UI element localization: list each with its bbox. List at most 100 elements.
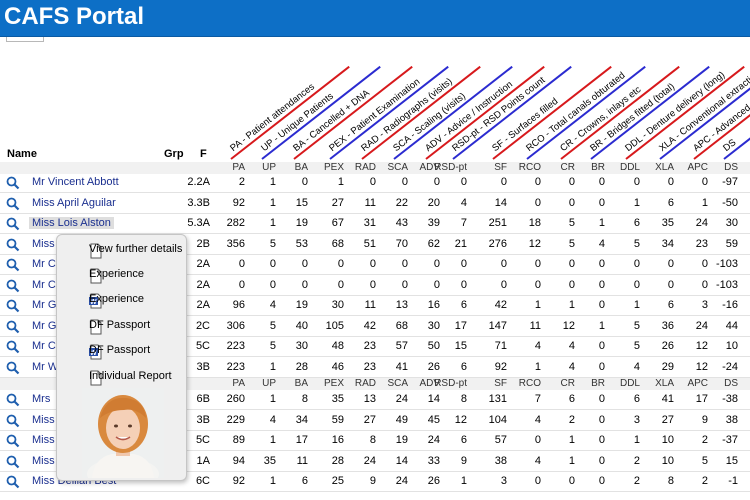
column-header-sca[interactable]: SCA (387, 378, 408, 389)
column-header-pa[interactable]: PA (232, 378, 245, 389)
magnifier-icon[interactable] (6, 217, 20, 231)
value-cell-ddl: 3 (633, 413, 640, 426)
value-cell-rco: 0 (534, 475, 541, 487)
value-cell-sca: 41 (395, 360, 408, 373)
value-cell-ba: 15 (295, 196, 308, 209)
popup-item-view-further-details[interactable]: View further details (71, 240, 186, 260)
column-header-rco[interactable]: RCO (518, 162, 541, 173)
magnifier-icon[interactable] (6, 414, 20, 428)
magnifier-icon[interactable] (6, 434, 20, 448)
grp-column-header[interactable]: Grp (164, 148, 184, 160)
popup-item-df-passport[interactable]: DF Passport (71, 316, 186, 336)
value-cell-rad: 42 (363, 319, 376, 332)
student-name-link[interactable]: Mr G (32, 319, 57, 332)
group-cell: 3.3B (187, 196, 210, 209)
magnifier-icon[interactable] (6, 197, 20, 211)
value-cell-adv: 26 (427, 360, 440, 373)
column-header-adv[interactable]: ADV (419, 162, 440, 173)
magnifier-icon[interactable] (6, 455, 20, 469)
header-tab-button[interactable] (6, 37, 44, 42)
value-cell-adv: 62 (427, 237, 440, 250)
column-header-xla[interactable]: XLA (655, 378, 674, 389)
column-header-ddl[interactable]: DDL (619, 378, 640, 389)
magnifier-icon[interactable] (6, 299, 20, 313)
magnifier-icon[interactable] (6, 320, 20, 334)
popup-item-df-passport[interactable]: W DF Passport (71, 341, 186, 361)
table-row: Miss Lois Alston 5.3A 282 1 19 67 31 43 39 7 251 18… (0, 214, 750, 234)
f-column-header[interactable]: F (200, 148, 207, 160)
column-header-sf[interactable]: SF (494, 162, 507, 173)
student-name-link[interactable]: Mr C (32, 340, 56, 352)
column-header-cr[interactable]: CR (560, 378, 575, 389)
column-header-ba[interactable]: BA (294, 378, 308, 389)
student-name-link[interactable]: Miss (32, 237, 55, 250)
student-name-link[interactable]: Mrs (32, 393, 51, 405)
student-name-link[interactable]: Mr G (32, 299, 57, 311)
magnifier-icon[interactable] (6, 279, 20, 293)
column-header-ds[interactable]: DS (724, 378, 738, 389)
column-header-up[interactable]: UP (262, 162, 276, 173)
column-header-rco[interactable]: RCO (518, 378, 541, 389)
value-cell-rad: 23 (363, 340, 376, 352)
column-header-apc[interactable]: APC (687, 378, 708, 389)
value-cell-up: 5 (269, 237, 276, 250)
column-header-pa[interactable]: PA (232, 162, 245, 173)
group-cell: 2.2A (187, 176, 210, 188)
value-cell-rsd-pt: 15 (454, 340, 467, 352)
column-header-adv[interactable]: ADV (419, 378, 440, 389)
popup-item-experience[interactable]: Experience (71, 265, 186, 285)
student-name-link[interactable]: Mr C (32, 258, 56, 270)
student-photo (82, 388, 164, 478)
group-cell: 5.3A (187, 217, 210, 229)
value-cell-pa: 0 (238, 278, 245, 291)
value-cell-cr: 6 (568, 393, 575, 405)
value-cell-pex: 16 (331, 434, 344, 446)
popup-item-individual-report[interactable]: Individual Report (71, 367, 186, 387)
value-cell-br: 0 (598, 454, 605, 467)
column-header-ds[interactable]: DS (724, 162, 738, 173)
value-cell-pa: 96 (232, 299, 245, 311)
magnifier-icon[interactable] (6, 361, 20, 375)
value-cell-cr: 0 (568, 196, 575, 209)
name-column-header[interactable]: Name (7, 148, 37, 160)
magnifier-icon[interactable] (6, 176, 20, 190)
column-header-br[interactable]: BR (591, 378, 605, 389)
column-header-ba[interactable]: BA (294, 162, 308, 173)
magnifier-icon[interactable] (6, 475, 20, 489)
value-cell-ba: 28 (295, 360, 308, 373)
magnifier-icon[interactable] (6, 238, 20, 252)
magnifier-icon[interactable] (6, 340, 20, 354)
value-cell-adv: 16 (427, 299, 440, 311)
column-header-xla[interactable]: XLA (655, 162, 674, 173)
student-name-link[interactable]: Mr W (32, 360, 59, 373)
column-header-pex[interactable]: PEX (323, 378, 344, 389)
popup-item-experience[interactable]: W Experience (71, 290, 186, 310)
student-name-link[interactable]: Mr C (32, 278, 56, 291)
student-name-link[interactable]: Miss (32, 434, 55, 446)
value-cell-ds: -103 (715, 278, 738, 291)
value-cell-rsd-pt: 8 (460, 393, 467, 405)
column-header-sca[interactable]: SCA (387, 162, 408, 173)
column-header-ddl[interactable]: DDL (619, 162, 640, 173)
column-header-rsd-pt[interactable]: RSD-pt (434, 378, 467, 389)
student-name-link[interactable]: Mr Vincent Abbott (32, 176, 119, 188)
column-header-up[interactable]: UP (262, 378, 276, 389)
column-header-rsd-pt[interactable]: RSD-pt (434, 162, 467, 173)
student-name-link[interactable]: Miss Lois Alston (29, 217, 114, 229)
value-cell-ddl: 0 (633, 278, 640, 291)
column-header-sf[interactable]: SF (494, 378, 507, 389)
column-header-br[interactable]: BR (591, 162, 605, 173)
column-header-apc[interactable]: APC (687, 162, 708, 173)
column-header-pex[interactable]: PEX (323, 162, 344, 173)
value-cell-br: 0 (598, 434, 605, 446)
column-header-cr[interactable]: CR (560, 162, 575, 173)
magnifier-icon[interactable] (6, 393, 20, 407)
column-header-rad[interactable]: RAD (354, 162, 376, 173)
student-name-link[interactable]: Miss (32, 454, 55, 467)
student-name-link[interactable]: Miss April Aguilar (32, 196, 116, 209)
student-name-link[interactable]: Miss (32, 413, 55, 426)
value-cell-pex: 46 (331, 360, 344, 373)
magnifier-icon[interactable] (6, 258, 20, 272)
value-cell-xla: 0 (667, 278, 674, 291)
column-header-rad[interactable]: RAD (354, 378, 376, 389)
